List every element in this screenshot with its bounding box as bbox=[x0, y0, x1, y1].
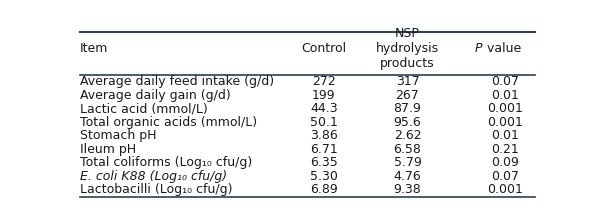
Text: 317: 317 bbox=[395, 75, 419, 88]
Text: 5.30: 5.30 bbox=[310, 170, 338, 183]
Text: 5.79: 5.79 bbox=[394, 156, 421, 169]
Text: 6.71: 6.71 bbox=[310, 143, 338, 156]
Text: 0.07: 0.07 bbox=[491, 75, 519, 88]
Text: 6.58: 6.58 bbox=[394, 143, 421, 156]
Text: Total organic acids (mmol/L): Total organic acids (mmol/L) bbox=[80, 116, 257, 129]
Text: 0.01: 0.01 bbox=[491, 89, 519, 102]
Text: 0.07: 0.07 bbox=[491, 170, 519, 183]
Text: Ileum pH: Ileum pH bbox=[80, 143, 136, 156]
Text: 0.01: 0.01 bbox=[491, 129, 519, 143]
Text: Average daily gain (g/d): Average daily gain (g/d) bbox=[80, 89, 230, 102]
Text: 6.89: 6.89 bbox=[310, 183, 338, 196]
Text: 4.76: 4.76 bbox=[394, 170, 421, 183]
Text: P: P bbox=[475, 42, 482, 55]
Text: Lactobacilli (Log₁₀ cfu/g): Lactobacilli (Log₁₀ cfu/g) bbox=[80, 183, 232, 196]
Text: 267: 267 bbox=[395, 89, 419, 102]
Text: 272: 272 bbox=[312, 75, 335, 88]
Text: Control: Control bbox=[301, 42, 346, 55]
Text: 0.09: 0.09 bbox=[491, 156, 519, 169]
Text: 2.62: 2.62 bbox=[394, 129, 421, 143]
Text: 87.9: 87.9 bbox=[394, 102, 421, 115]
Text: Stomach pH: Stomach pH bbox=[80, 129, 156, 143]
Text: 50.1: 50.1 bbox=[310, 116, 338, 129]
Text: 0.21: 0.21 bbox=[491, 143, 519, 156]
Text: Total coliforms (Log₁₀ cfu/g): Total coliforms (Log₁₀ cfu/g) bbox=[80, 156, 252, 169]
Text: 0.001: 0.001 bbox=[487, 116, 523, 129]
Text: 9.38: 9.38 bbox=[394, 183, 421, 196]
Text: Lactic acid (mmol/L): Lactic acid (mmol/L) bbox=[80, 102, 208, 115]
Text: 95.6: 95.6 bbox=[394, 116, 421, 129]
Text: 44.3: 44.3 bbox=[310, 102, 338, 115]
Text: 3.86: 3.86 bbox=[310, 129, 338, 143]
Text: 0.001: 0.001 bbox=[487, 183, 523, 196]
Text: 0.001: 0.001 bbox=[487, 102, 523, 115]
Text: value: value bbox=[483, 42, 521, 55]
Text: E. coli K88 (Log₁₀ cfu/g): E. coli K88 (Log₁₀ cfu/g) bbox=[80, 170, 227, 183]
Text: 199: 199 bbox=[312, 89, 335, 102]
Text: Item: Item bbox=[80, 42, 108, 55]
Text: 6.35: 6.35 bbox=[310, 156, 338, 169]
Text: NSP
hydrolysis
products: NSP hydrolysis products bbox=[376, 27, 439, 70]
Text: Average daily feed intake (g/d): Average daily feed intake (g/d) bbox=[80, 75, 274, 88]
